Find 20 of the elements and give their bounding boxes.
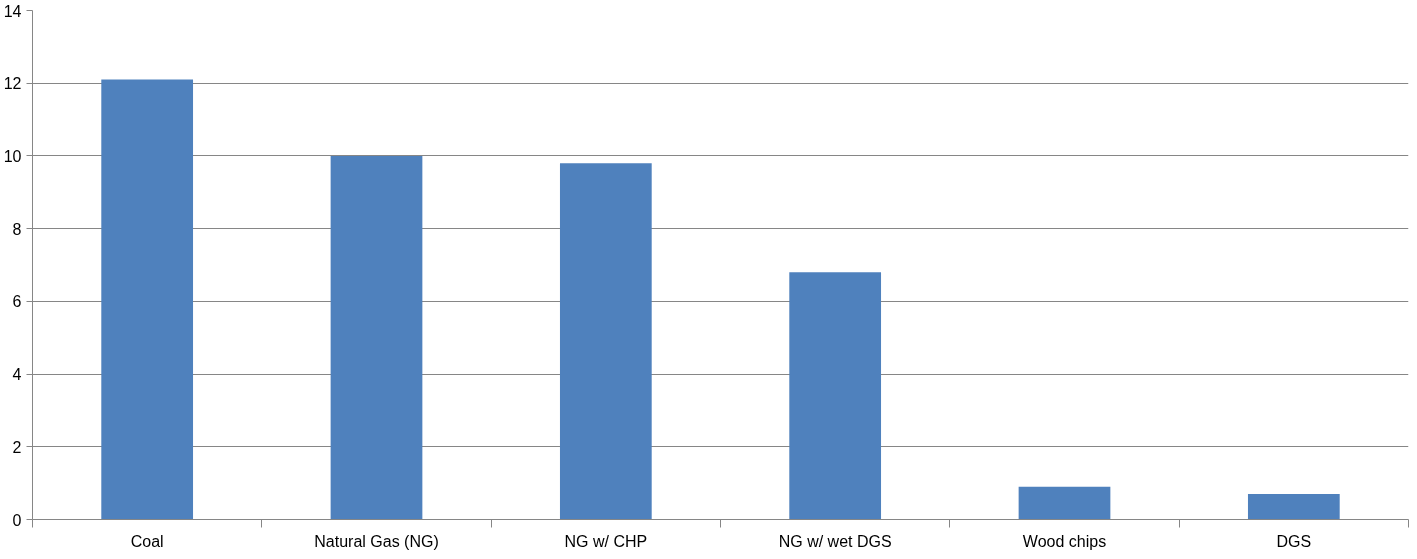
bar bbox=[1247, 494, 1340, 520]
y-tick-label: 14 bbox=[3, 2, 22, 20]
y-tick-label: 4 bbox=[12, 366, 22, 384]
y-tick-label: 10 bbox=[3, 147, 22, 165]
x-tick-label: DGS bbox=[1276, 532, 1312, 550]
y-tick-label: 0 bbox=[12, 511, 22, 529]
x-tick-label: Natural Gas (NG) bbox=[314, 532, 439, 550]
bar bbox=[559, 163, 652, 520]
y-tick-label: 6 bbox=[12, 293, 22, 311]
bar bbox=[330, 155, 423, 520]
y-tick-label: 12 bbox=[3, 75, 22, 93]
x-tick-label: Wood chips bbox=[1022, 532, 1107, 550]
bar bbox=[1018, 486, 1111, 520]
x-tick-label: Coal bbox=[130, 532, 164, 550]
x-tick-label: NG w/ CHP bbox=[564, 532, 648, 550]
bar bbox=[789, 272, 882, 520]
y-tick-label: 8 bbox=[12, 220, 22, 238]
y-tick-label: 2 bbox=[12, 438, 22, 456]
x-tick-label: NG w/ wet DGS bbox=[778, 532, 892, 550]
bar bbox=[101, 79, 194, 520]
